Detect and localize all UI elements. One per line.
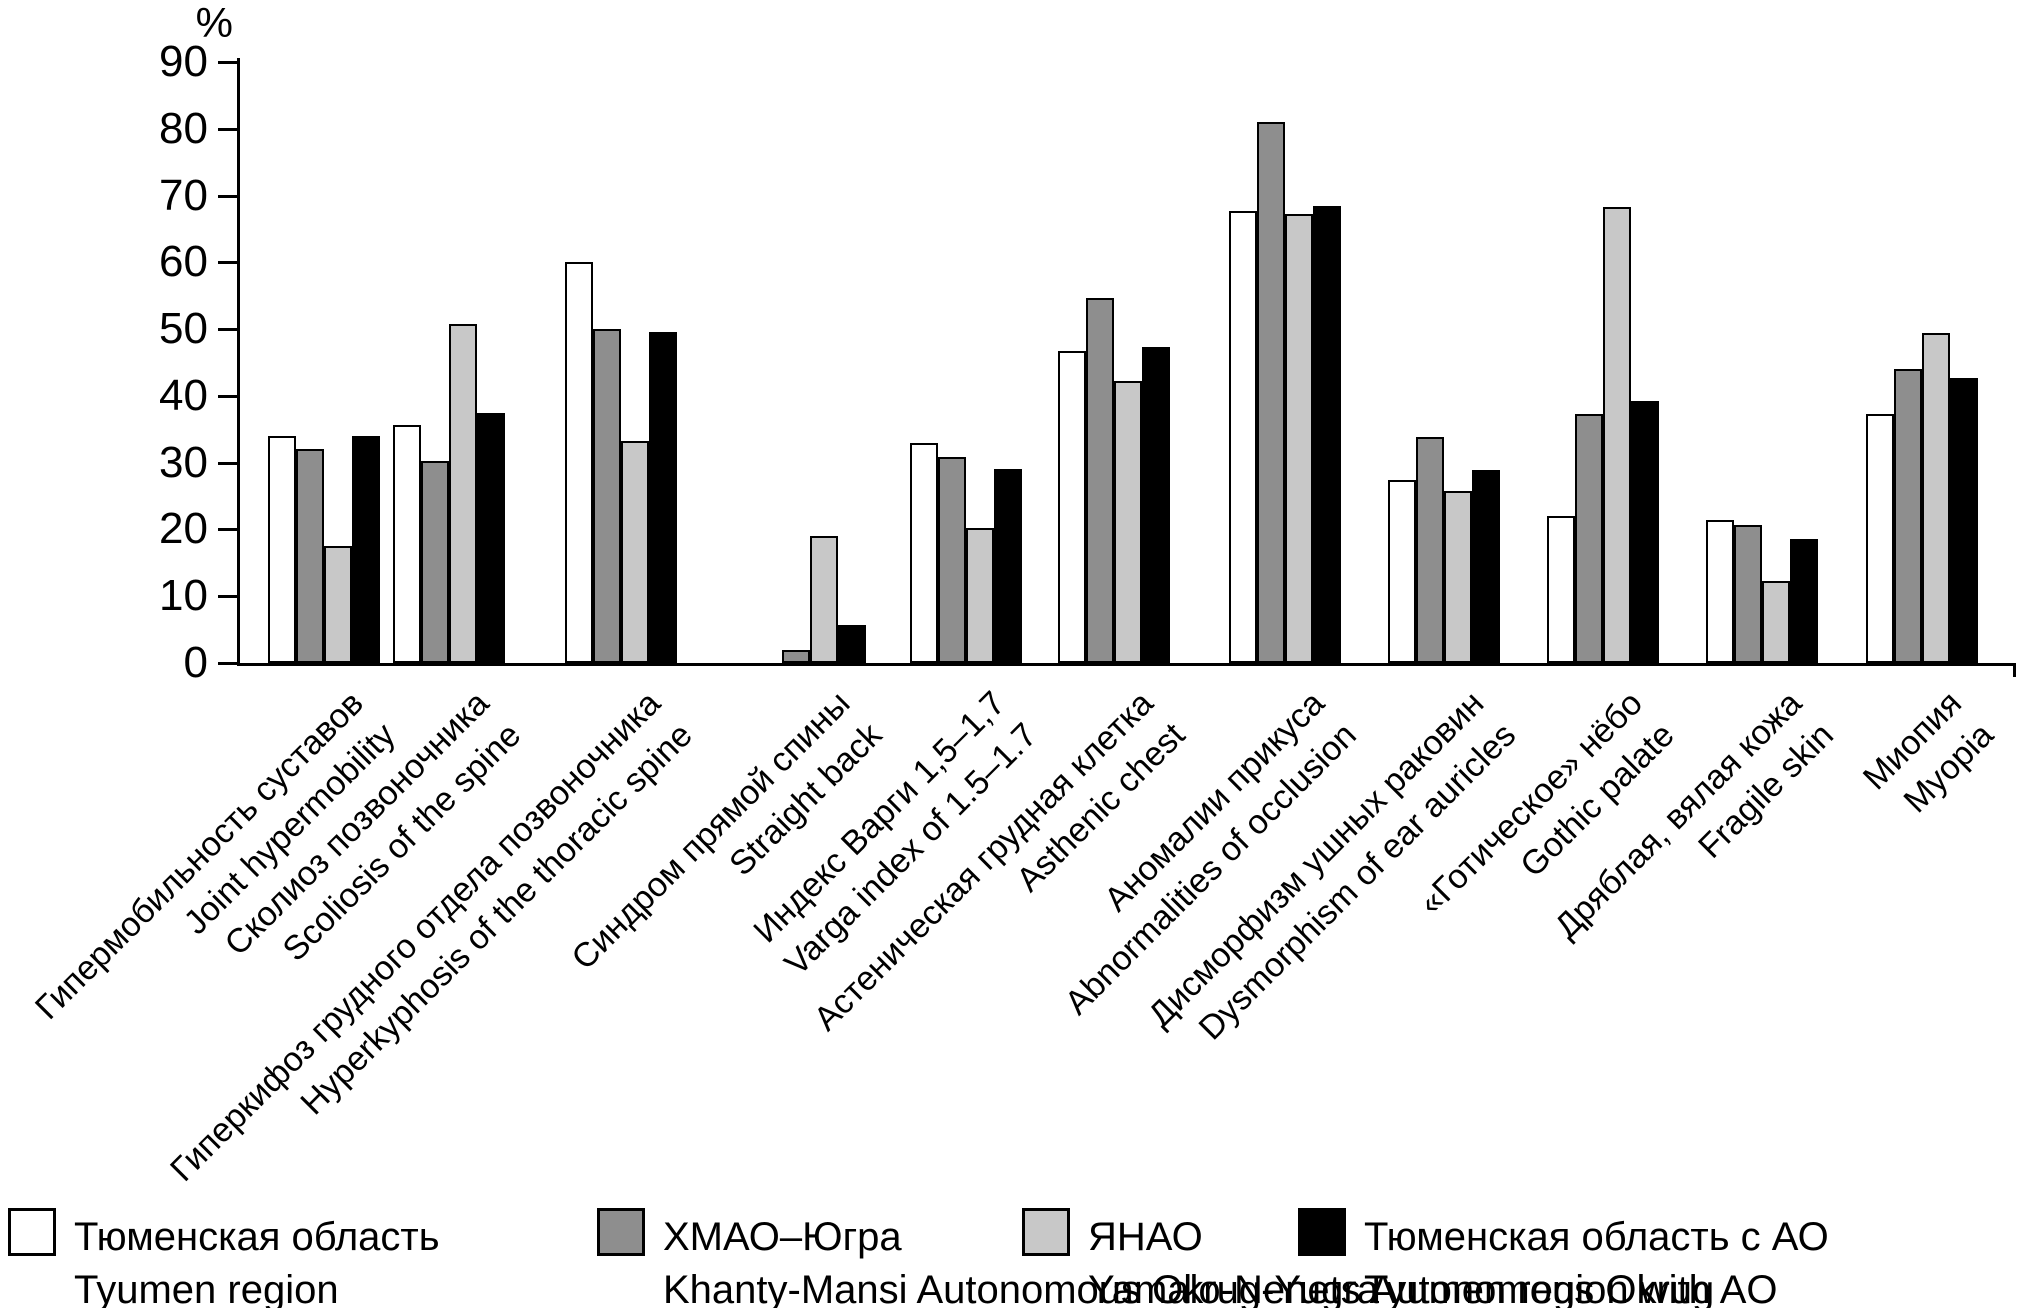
bar-yanao bbox=[810, 536, 838, 663]
bar-khanty-mansi bbox=[938, 457, 966, 663]
bar-tyumen-with-ao bbox=[649, 332, 677, 663]
legend-label-en: Tyumen region bbox=[74, 1268, 339, 1308]
legend-item-tyumen-region: Тюменская область Tyumen region bbox=[8, 1208, 440, 1308]
bar-khanty-mansi bbox=[1416, 437, 1444, 663]
bar-tyumen-region bbox=[565, 262, 593, 663]
bar-yanao bbox=[966, 528, 994, 663]
bar-khanty-mansi bbox=[1734, 525, 1762, 663]
bar-yanao bbox=[1285, 214, 1313, 663]
bar-yanao bbox=[1603, 207, 1631, 663]
legend-item-khanty-mansi: ХМАО–Югра Khanty-Mansi Autonomous Okrug-Y… bbox=[597, 1208, 1379, 1308]
y-tick-label: 0 bbox=[183, 638, 208, 687]
y-tick-label: 40 bbox=[159, 370, 208, 420]
bar-tyumen-region bbox=[1388, 480, 1416, 663]
bar-tyumen-region bbox=[393, 425, 421, 663]
y-axis-unit-label: % bbox=[195, 0, 233, 46]
bar-tyumen-region bbox=[910, 443, 938, 663]
bar-yanao bbox=[324, 546, 352, 663]
y-tick bbox=[218, 662, 237, 665]
bar-khanty-mansi bbox=[1257, 122, 1285, 663]
bar-khanty-mansi bbox=[593, 329, 621, 663]
y-tick bbox=[218, 461, 237, 465]
y-tick-label: 10 bbox=[159, 571, 208, 621]
y-tick-label: 80 bbox=[159, 103, 208, 153]
x-axis-end-tick bbox=[2013, 663, 2016, 677]
legend-label-en: Yamalo-Nenets Autonomous Okrug bbox=[1088, 1268, 1715, 1308]
legend-label-en: Tyumen region with AO bbox=[1364, 1268, 1778, 1308]
x-category-label: Миопия Myopia bbox=[1854, 682, 2004, 832]
y-tick-label: 30 bbox=[159, 437, 208, 487]
y-tick-label: 60 bbox=[159, 237, 208, 287]
legend-item-yanao: ЯНАО Yamalo-Nenets Autonomous Okrug bbox=[1022, 1208, 1714, 1308]
legend-item-tyumen-with-ao: Тюменская область с АО Tyumen region with… bbox=[1298, 1208, 1829, 1308]
legend-swatch-khanty-mansi bbox=[597, 1208, 645, 1256]
y-tick bbox=[218, 127, 237, 131]
bar-tyumen-region bbox=[1229, 211, 1257, 663]
bar-tyumen-with-ao bbox=[1142, 347, 1170, 663]
y-tick bbox=[218, 261, 237, 265]
bar-tyumen-with-ao bbox=[1790, 539, 1818, 663]
y-tick bbox=[218, 528, 237, 532]
bar-tyumen-with-ao bbox=[1472, 470, 1500, 663]
bar-tyumen-region bbox=[1706, 520, 1734, 663]
bar-yanao bbox=[1444, 491, 1472, 663]
legend-label-ru: ЯНАО bbox=[1088, 1215, 1203, 1259]
bar-tyumen-with-ao bbox=[1631, 401, 1659, 663]
x-axis-line bbox=[237, 663, 2016, 666]
bar-tyumen-with-ao bbox=[1950, 378, 1978, 663]
bar-yanao bbox=[621, 441, 649, 663]
bar-tyumen-with-ao bbox=[1313, 206, 1341, 663]
legend-label-en: Khanty-Mansi Autonomous Okrug-Yugra bbox=[663, 1268, 1379, 1308]
bar-tyumen-region bbox=[1866, 414, 1894, 663]
legend-label-ru: Тюменская область с АО bbox=[1364, 1215, 1829, 1259]
y-axis-line bbox=[237, 58, 240, 666]
bar-tyumen-with-ao bbox=[477, 413, 505, 663]
y-tick bbox=[218, 194, 237, 198]
bar-yanao bbox=[449, 324, 477, 663]
y-tick bbox=[218, 595, 237, 599]
y-tick-label: 90 bbox=[159, 37, 208, 86]
legend-swatch-tyumen-with-ao bbox=[1298, 1208, 1346, 1256]
bar-khanty-mansi bbox=[782, 650, 810, 663]
y-tick-label: 70 bbox=[159, 170, 208, 220]
bar-khanty-mansi bbox=[421, 461, 449, 663]
bar-yanao bbox=[1114, 381, 1142, 663]
bar-tyumen-with-ao bbox=[838, 625, 866, 663]
bar-yanao bbox=[1762, 581, 1790, 663]
y-tick bbox=[218, 328, 237, 332]
y-tick bbox=[218, 394, 237, 398]
bar-tyumen-with-ao bbox=[994, 469, 1022, 663]
bar-khanty-mansi bbox=[1086, 298, 1114, 663]
legend-swatch-tyumen-region bbox=[8, 1208, 56, 1256]
bar-tyumen-region bbox=[1058, 351, 1086, 663]
y-tick-label: 50 bbox=[159, 304, 208, 354]
y-tick-label: 20 bbox=[159, 504, 208, 554]
legend-label-ru: ХМАО–Югра bbox=[663, 1215, 902, 1259]
bar-khanty-mansi bbox=[1575, 414, 1603, 663]
bar-khanty-mansi bbox=[1894, 369, 1922, 663]
bar-tyumen-region bbox=[268, 436, 296, 663]
bar-tyumen-with-ao bbox=[352, 436, 380, 663]
legend-swatch-yanao bbox=[1022, 1208, 1070, 1256]
bar-tyumen-region bbox=[1547, 516, 1575, 663]
y-tick bbox=[218, 61, 237, 64]
bar-khanty-mansi bbox=[296, 449, 324, 663]
legend-label-ru: Тюменская область bbox=[74, 1215, 440, 1259]
bar-yanao bbox=[1922, 333, 1950, 663]
